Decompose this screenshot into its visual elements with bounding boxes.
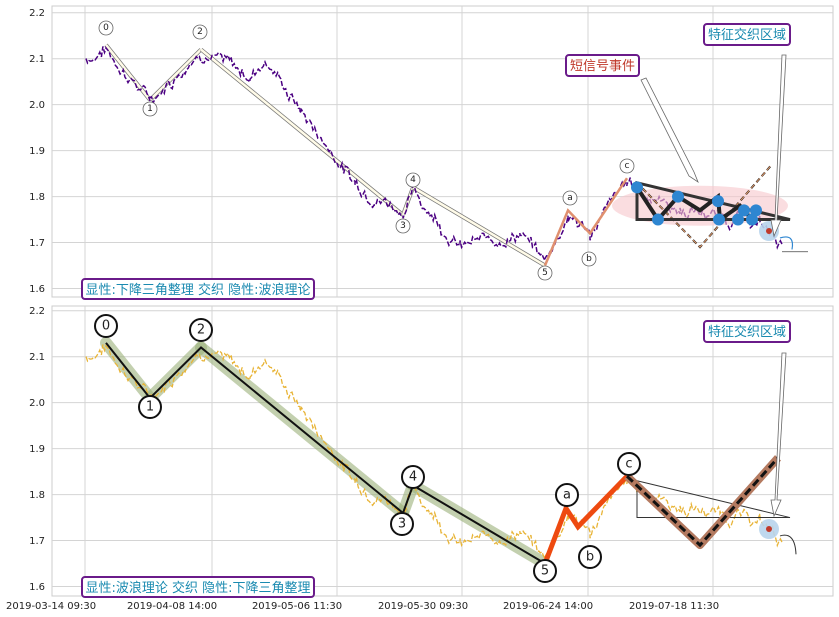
wave-label-circle [537, 265, 553, 281]
y-tick-label: 2.2 [29, 8, 45, 19]
x-axis: 2019-03-14 09:30 2019-04-08 14:00 2019-05-… [6, 601, 719, 612]
wave-label: c [625, 457, 632, 472]
plot-frame [51, 5, 834, 298]
descending-triangle [636, 480, 791, 519]
end-point [766, 526, 772, 533]
projection-dashed [625, 456, 780, 548]
signal-dot [746, 213, 758, 226]
signal-dot [712, 195, 724, 208]
wave-label: a [567, 193, 573, 203]
x-tick-label: 2019-07-18 11:30 [629, 601, 719, 612]
wave-label-circle [390, 512, 414, 536]
wave-label-circle [98, 20, 114, 36]
price-series [85, 344, 783, 561]
top-panel: 1.6 1.7 1.8 1.9 2.0 2.1 2.2 0 1 2 3 4 5 a b c 短信号事件 特征交织区… [29, 5, 834, 300]
wave-channel-fill [412, 186, 546, 267]
callout-arrow [770, 54, 787, 238]
curl-arrow [779, 236, 794, 250]
signal-dot [631, 181, 643, 194]
callout-arrow [770, 352, 787, 518]
wave-label-circle [562, 190, 578, 206]
y-tick-label: 2.1 [29, 352, 45, 363]
wave-label-circle [189, 318, 213, 342]
x-tick-label: 2019-03-14 09:30 [6, 601, 96, 612]
end-point [766, 228, 772, 235]
wave-label: 0 [102, 319, 110, 334]
annotation-label: 特征交织区域 [708, 324, 786, 340]
y-tick-label: 1.9 [29, 444, 45, 455]
annotation-label: 特征交织区域 [708, 27, 786, 43]
wave-label-circle [395, 218, 411, 234]
y-tick-label: 1.7 [29, 536, 45, 547]
wave-label: 4 [409, 470, 417, 485]
wave-label: 1 [147, 104, 153, 114]
wave-channel-fill [149, 48, 202, 101]
x-tick-label: 2019-04-08 14:00 [127, 601, 217, 612]
signal-dot [713, 213, 725, 226]
wave-label-circle [581, 251, 597, 267]
wave-label: a [563, 488, 571, 503]
bottom-panel: 1.6 1.7 1.8 1.9 2.0 2.1 2.2 0 1 2 3 4 5 a b c 特征交织区域显性:波… [29, 305, 834, 598]
x-tick-label: 2019-05-30 09:30 [378, 601, 468, 612]
y-tick-label: 1.6 [29, 284, 45, 295]
signal-dot [738, 204, 750, 217]
projection-dashed-overlay [636, 164, 773, 248]
signal-dot [652, 213, 664, 226]
legend-box [81, 278, 315, 300]
wave-label: 2 [197, 323, 205, 338]
legend-text: 显性:波浪理论 交织 隐性:下降三角整理 [85, 580, 310, 596]
y-tick-label: 2.1 [29, 54, 45, 65]
annotation-box [703, 23, 791, 46]
wave-label-circle [617, 452, 641, 476]
wave-label: 3 [398, 517, 406, 532]
annotation-box [565, 54, 640, 77]
x-tick-label: 2019-05-06 11:30 [252, 601, 342, 612]
wave-label: b [586, 550, 594, 565]
y-tick-label: 1.8 [29, 490, 45, 501]
y-tick-label: 1.7 [29, 238, 45, 249]
abc-projection [543, 177, 629, 267]
signal-dot [750, 204, 762, 217]
wave-label-circle [578, 545, 602, 569]
wave-label-circle [138, 395, 162, 419]
wave-label-circle [94, 314, 118, 338]
wave-label: 0 [103, 23, 109, 33]
wave-line [105, 342, 546, 565]
wave-label: 5 [541, 564, 549, 579]
y-tick-label: 1.8 [29, 192, 45, 203]
wave-label: 4 [410, 175, 416, 185]
wave-label: 1 [146, 400, 154, 415]
y-tick-label: 1.9 [29, 146, 45, 157]
signal-dot [672, 190, 684, 203]
wave-label-circle [405, 172, 421, 188]
y-tick-label: 1.6 [29, 582, 45, 593]
wave-label: 5 [542, 268, 548, 278]
wave-label-circle [401, 465, 425, 489]
wave-label: c [625, 161, 630, 171]
legend-text: 显性:下降三角整理 交织 隐性:波浪理论 [85, 282, 310, 298]
wave-channel-fill [105, 44, 151, 101]
y-tick-label: 2.0 [29, 398, 45, 409]
wave-channel-fill [200, 48, 404, 216]
wave-label: b [586, 254, 592, 264]
wave-label-circle [142, 101, 158, 117]
wave-label-circle [555, 483, 579, 507]
curl-arrow [779, 534, 797, 555]
plot-frame [51, 305, 834, 597]
abc-projection [542, 474, 629, 565]
y-tick-label: 2.0 [29, 100, 45, 111]
wave-label-circle [192, 24, 208, 40]
wave-label: 3 [400, 221, 406, 231]
wave-label-circle [533, 559, 557, 583]
y-tick-label: 2.2 [29, 306, 45, 317]
callout-arrow [640, 77, 699, 184]
wave-label-circle [619, 158, 635, 174]
x-tick-label: 2019-06-24 14:00 [503, 601, 593, 612]
signal-dot [732, 213, 744, 226]
legend-box [81, 576, 315, 598]
annotation-box [703, 320, 791, 343]
annotation-label: 短信号事件 [570, 59, 635, 74]
wave-label: 2 [197, 27, 203, 37]
